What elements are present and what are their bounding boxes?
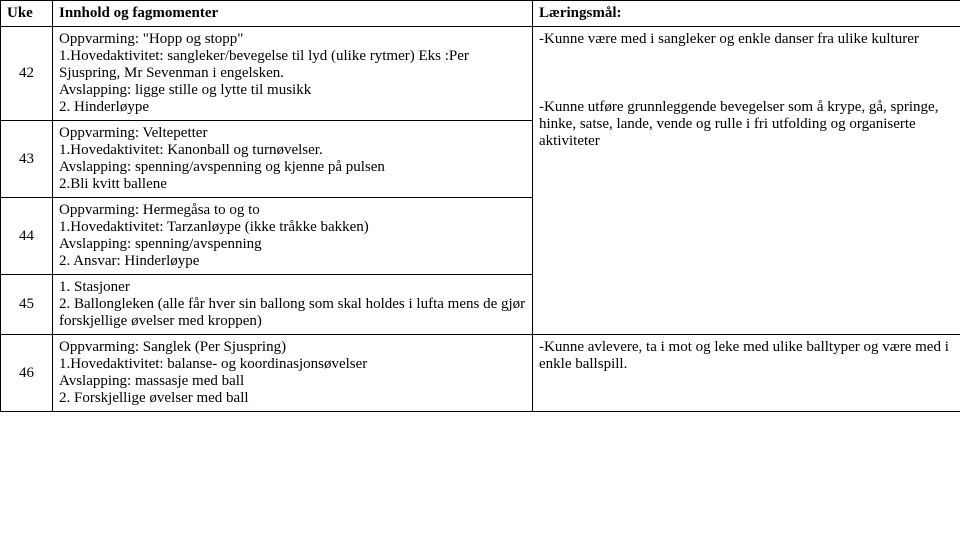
header-laering: Læringsmål: — [533, 1, 960, 27]
cell-uke: 46 — [1, 335, 53, 412]
cell-uke: 43 — [1, 121, 53, 198]
cell-innhold: Oppvarming: Veltepetter 1.Hovedaktivitet… — [53, 121, 533, 198]
table-body: 42Oppvarming: "Hopp og stopp" 1.Hovedakt… — [1, 27, 960, 412]
cell-laering: -Kunne avlevere, ta i mot og leke med ul… — [533, 335, 960, 412]
cell-uke: 44 — [1, 198, 53, 275]
cell-innhold: Oppvarming: "Hopp og stopp" 1.Hovedaktiv… — [53, 27, 533, 121]
cell-uke: 45 — [1, 275, 53, 335]
cell-innhold: Oppvarming: Sanglek (Per Sjuspring) 1.Ho… — [53, 335, 533, 412]
cell-laering: -Kunne være med i sangleker og enkle dan… — [533, 27, 960, 335]
header-innhold: Innhold og fagmomenter — [53, 1, 533, 27]
header-row: Uke Innhold og fagmomenter Læringsmål: — [1, 1, 960, 27]
header-uke: Uke — [1, 1, 53, 27]
table-row: 42Oppvarming: "Hopp og stopp" 1.Hovedakt… — [1, 27, 960, 121]
table-row: 46Oppvarming: Sanglek (Per Sjuspring) 1.… — [1, 335, 960, 412]
content-table: Uke Innhold og fagmomenter Læringsmål: 4… — [0, 0, 960, 412]
cell-innhold: Oppvarming: Hermegåsa to og to 1.Hovedak… — [53, 198, 533, 275]
cell-innhold: 1. Stasjoner 2. Ballongleken (alle får h… — [53, 275, 533, 335]
cell-uke: 42 — [1, 27, 53, 121]
